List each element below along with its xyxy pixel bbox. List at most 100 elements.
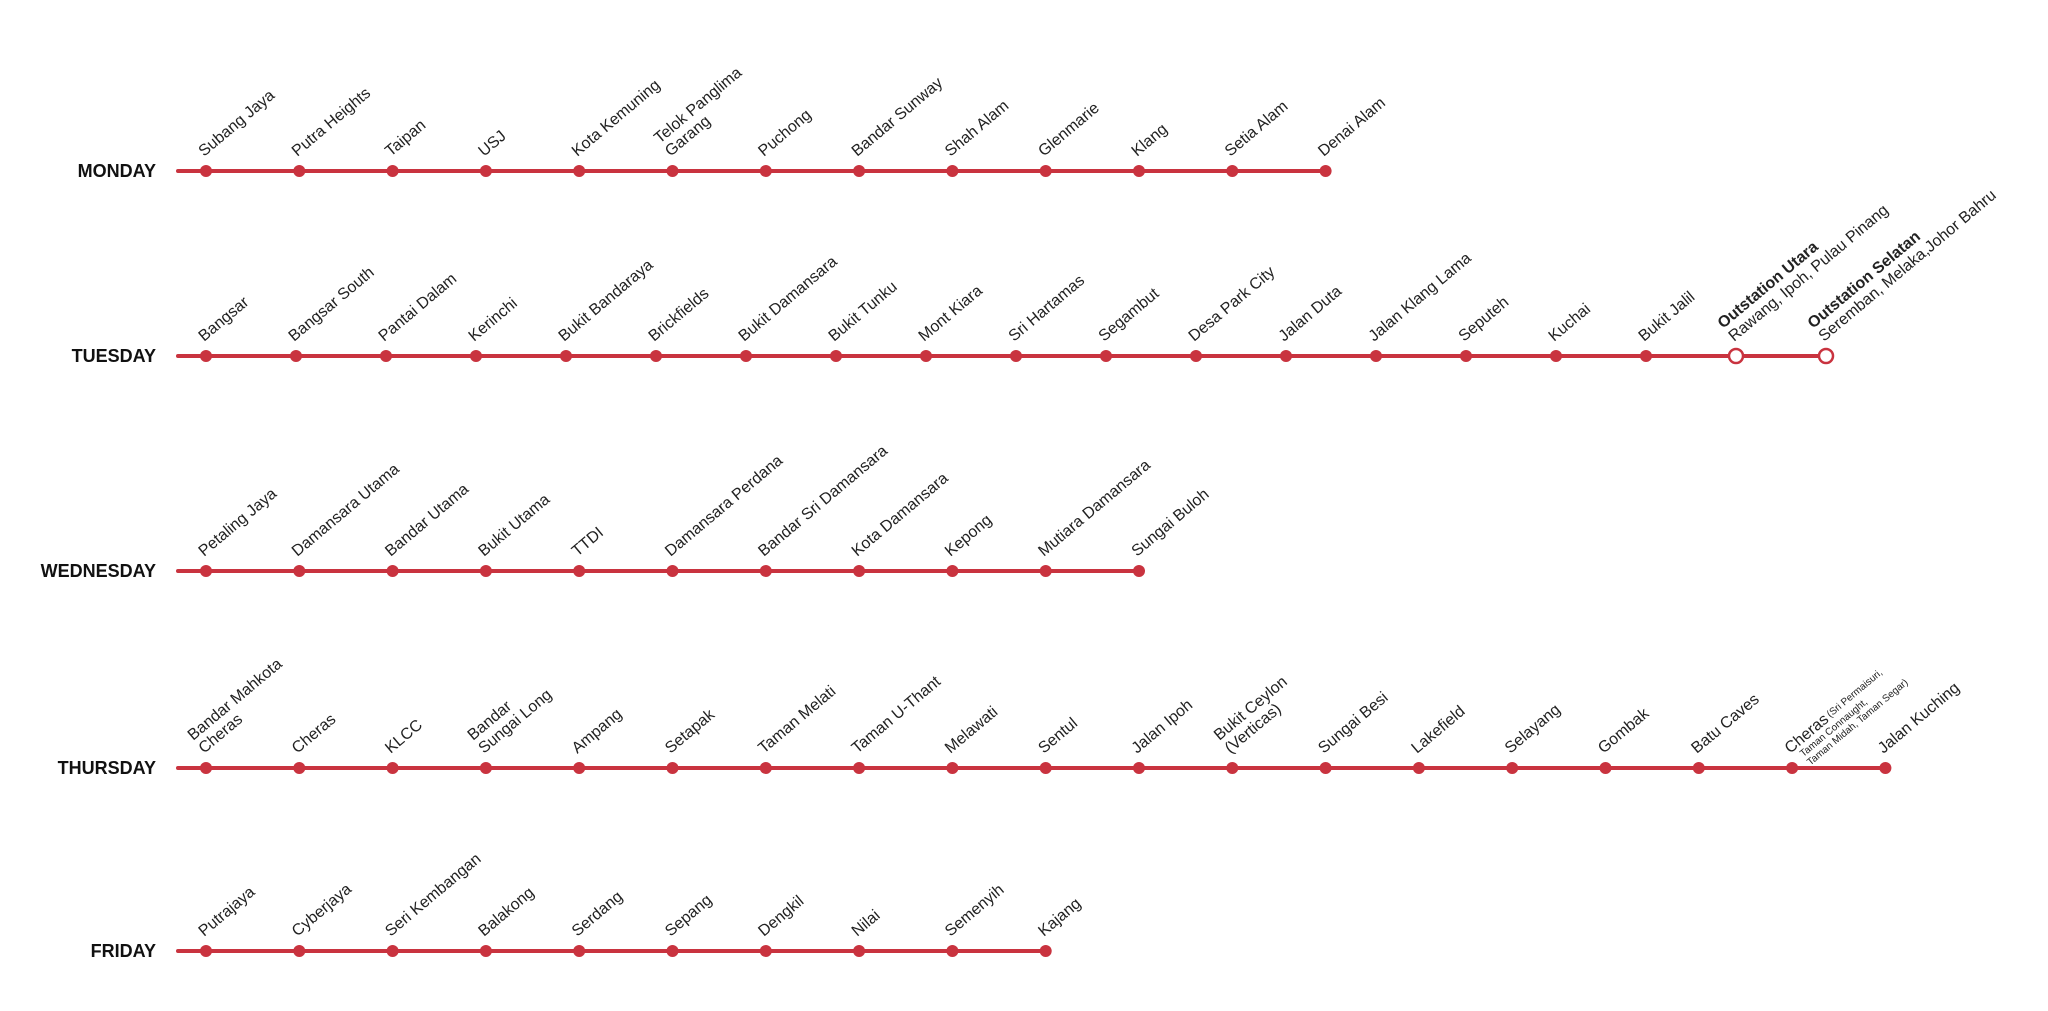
stop-marker (853, 762, 866, 774)
day-label: FRIDAY (91, 941, 156, 961)
stop-name: Segambut (1096, 285, 1163, 345)
stop-marker (293, 945, 306, 957)
stop-label: Kerinchi (466, 295, 521, 345)
stop-label: KLCC (382, 717, 426, 757)
stop-label: Subang Jaya (196, 87, 279, 160)
route-monday: MONDAY Subang Jaya Putra Heights Taipan USJ K… (78, 64, 1389, 181)
stop-label: Klang (1129, 121, 1171, 160)
stop-label: Cheras(Sri Permaisuri,Taman Connaught,Ta… (1782, 667, 1911, 768)
stop-name: Petaling Jaya (196, 485, 281, 560)
stop-marker (386, 165, 399, 177)
stop-name: Setapak (662, 706, 719, 757)
stop-marker (946, 165, 959, 177)
stop-label: Gombak (1595, 705, 1653, 758)
stop-label: USJ (476, 128, 510, 160)
stop-name: Kerinchi (466, 295, 521, 345)
stop-marker (380, 350, 392, 362)
stop-name: Kota Damansara (849, 470, 952, 560)
stop-name: Gombak (1595, 705, 1653, 758)
stop-marker (1039, 565, 1052, 577)
stop-marker (759, 945, 772, 957)
stop-marker (1506, 762, 1519, 774)
stop-marker (200, 350, 212, 362)
stop-label: Kepong (942, 512, 995, 560)
stop-marker (759, 565, 772, 577)
stop-name: Dengkil (755, 893, 807, 940)
stop-marker (1640, 350, 1652, 362)
stop-name: Bukit Damansara (736, 253, 841, 345)
stop-name: Batu Caves (1688, 691, 1762, 757)
stop-marker (1412, 762, 1425, 774)
stop-label: Seputeh (1456, 294, 1513, 345)
stop-marker (666, 165, 679, 177)
stop-name: Bukit Bandaraya (556, 257, 657, 346)
stop-name: Pantai Dalam (376, 270, 461, 345)
stop-label: Balakong (476, 884, 538, 940)
stop-marker (1226, 762, 1239, 774)
stop-marker (479, 762, 492, 774)
stop-marker (293, 762, 306, 774)
stop-label: Serdang (569, 888, 626, 940)
stop-marker (1319, 165, 1332, 177)
stop-marker (1786, 762, 1799, 774)
stop-marker (479, 165, 492, 177)
stop-marker (1692, 762, 1705, 774)
stop-marker (573, 945, 586, 957)
stop-marker (759, 165, 772, 177)
stop-marker (386, 565, 399, 577)
stop-name: Putra Heights (289, 85, 374, 160)
stop-label: Bangsar (196, 293, 253, 345)
stop-name: Bukit Tunku (826, 278, 901, 345)
stop-marker (666, 565, 679, 577)
stop-label: Kota Kemuning (569, 77, 664, 160)
stop-marker (1133, 165, 1145, 177)
stop-name: Lakefield (1409, 703, 1469, 757)
stop-name: Taipan (382, 117, 429, 160)
stop-label: Bandar Utama (382, 481, 472, 560)
stop-name: Nilai (849, 907, 884, 940)
stop-marker (479, 565, 492, 577)
stop-label: Dengkil (755, 893, 807, 940)
day-label: MONDAY (78, 161, 156, 181)
stop-name: Cyberjaya (289, 881, 355, 940)
stop-marker (946, 945, 959, 957)
stop-name: Brickfields (646, 285, 713, 345)
stop-name: Seri Kembangan (382, 850, 484, 940)
stop-name: Bandar Sunway (849, 74, 946, 160)
stop-name: Sri Hartamas (1006, 272, 1088, 345)
stop-marker (666, 762, 679, 774)
stop-label: Cheras (289, 711, 339, 757)
stop-marker (1039, 165, 1052, 177)
stop-label: Nilai (849, 907, 884, 940)
stop-marker (200, 762, 212, 774)
stop-marker-hollow (1727, 347, 1745, 365)
stop-label: Pantai Dalam (376, 270, 461, 345)
stop-marker (920, 350, 932, 362)
stop-label: Bangsar South (286, 264, 378, 345)
stop-label: Bandar Sunway (849, 74, 946, 160)
stop-name: Ampang (569, 706, 626, 757)
stop-marker (573, 565, 586, 577)
stop-label: Ampang (569, 706, 626, 757)
stop-label: Petaling Jaya (196, 485, 281, 560)
stop-label: Bukit Ceylon(Verticas) (1211, 673, 1291, 757)
stop-marker (759, 762, 772, 774)
stop-name: Seremban, Melaka,Johor Bahru (1816, 187, 2000, 345)
stop-marker (290, 350, 302, 362)
stop-label: Setapak (662, 706, 719, 757)
stop-marker (1039, 762, 1052, 774)
stop-label: Bukit Bandaraya (556, 257, 657, 346)
stop-name: Seputeh (1456, 294, 1513, 345)
stop-name: Taman U-Thant (849, 673, 945, 757)
stop-name: Puchong (755, 106, 814, 160)
route-friday: FRIDAY Putrajaya Cyberjaya Seri KembanganBa… (91, 850, 1085, 961)
stop-marker (1039, 945, 1052, 957)
stop-name: Kepong (942, 512, 995, 560)
stop-name: Mont Kiara (916, 282, 986, 345)
stop-marker (293, 565, 306, 577)
stop-label: Bukit Utama (476, 491, 554, 560)
stop-label: Desa Park City (1186, 263, 1279, 345)
stop-marker (1100, 350, 1112, 362)
stop-marker (200, 565, 212, 577)
